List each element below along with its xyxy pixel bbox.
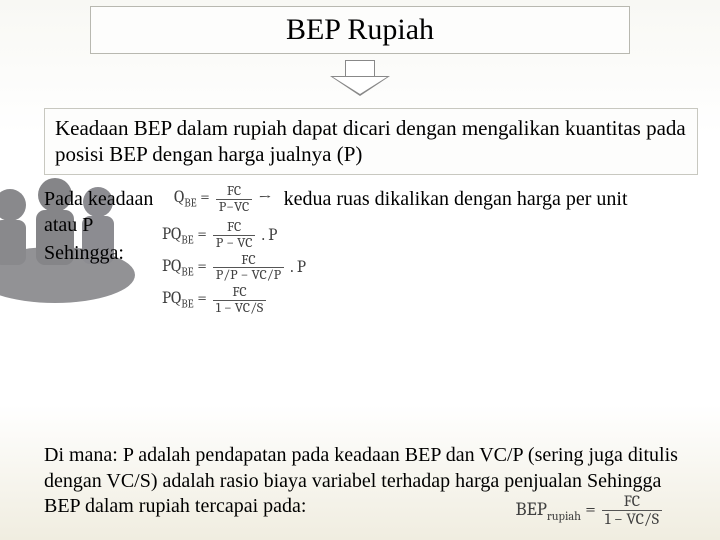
intro-text: Keadaan BEP dalam rupiah dapat dicari de…: [44, 108, 698, 175]
label-kedua-ruas: kedua ruas dikalikan dengan harga per un…: [284, 186, 628, 212]
formula-pqbe-3: PQBE = FC1 − VC/S: [162, 285, 698, 315]
formula-pqbe-2: PQBE = FCP/P − VC/P . P: [162, 253, 698, 283]
formula-qbe: QBE = FCP−VC →: [174, 184, 272, 214]
down-arrow-icon: [325, 60, 395, 100]
conclusion-text: Di mana: P adalah pendapatan pada keadaa…: [44, 443, 698, 520]
formula-pqbe-1: PQBE = FCP − VC . P: [162, 220, 698, 250]
page-title: BEP Rupiah: [90, 6, 630, 54]
math-section: Pada keadaan QBE = FCP−VC → kedua ruas d…: [44, 184, 698, 318]
label-pada-keadaan: Pada keadaan: [44, 186, 162, 212]
